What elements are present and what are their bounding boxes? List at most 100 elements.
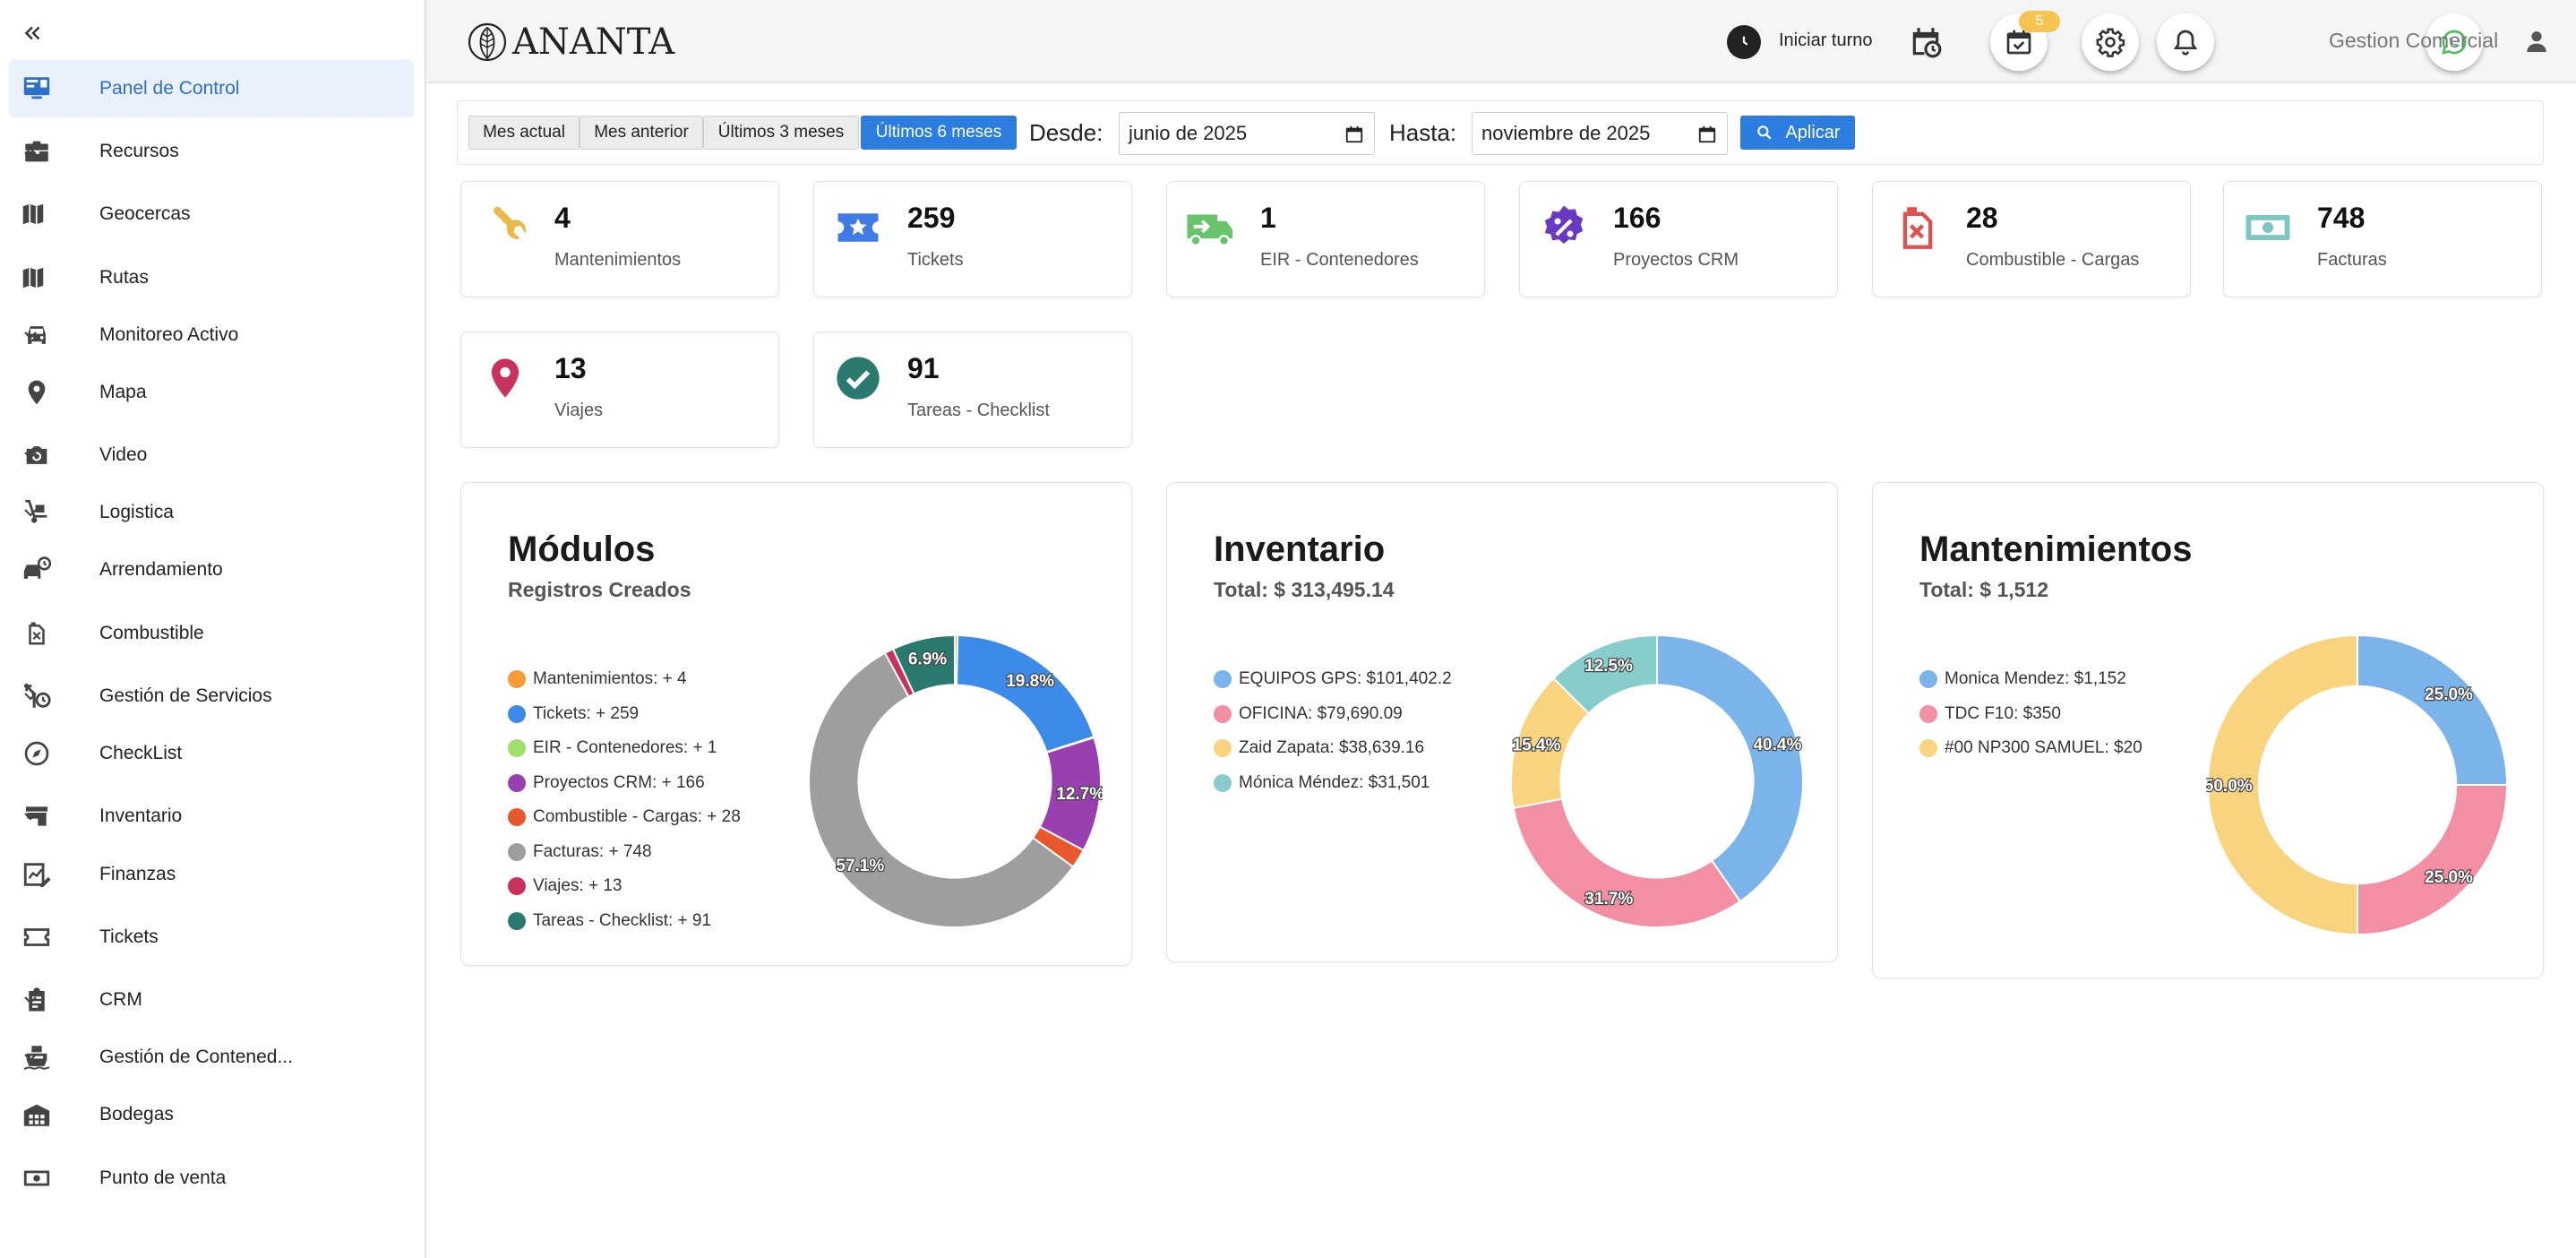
legend-item[interactable]: EIR - Contenedores: + 1 (508, 731, 741, 766)
legend-item[interactable]: TDC F10: $350 (1919, 697, 2142, 732)
start-shift-button[interactable]: Iniciar turno (1779, 30, 1873, 50)
stat-value: 748 (2317, 202, 2366, 234)
slice-percent-label: 19.8% (1006, 672, 1054, 691)
donut-slice[interactable] (891, 633, 956, 695)
sidebar-item-tickets[interactable]: Tickets (9, 909, 414, 966)
calendar-icon[interactable] (1344, 124, 1365, 145)
sidebar-item-gestion-de-contenedores[interactable]: Gestión de Contened... (9, 1029, 414, 1086)
logo[interactable]: ANANTA (468, 20, 674, 65)
truck-icon (1185, 202, 1237, 254)
from-label: Desde: (1029, 119, 1103, 146)
sidebar-item-panel-de-control[interactable]: Panel de Control (9, 60, 414, 117)
legend-item[interactable]: EQUIPOS GPS: $101,402.2 (1214, 662, 1452, 697)
cash-icon (18, 1159, 56, 1197)
filter-last-3-months-button[interactable]: Últimos 3 meses (703, 116, 859, 150)
donut-slice[interactable] (1552, 633, 1658, 715)
legend-item[interactable]: #00 NP300 SAMUEL: $20 (1919, 731, 2142, 766)
legend-item[interactable]: Viajes: + 13 (508, 869, 741, 904)
sidebar-item-crm[interactable]: CRM (9, 971, 414, 1029)
stat-card-viajes[interactable]: 13 Viajes (460, 332, 779, 448)
sidebar-item-video[interactable]: Video (9, 427, 414, 484)
donut-slice[interactable] (808, 651, 1075, 928)
stat-label: Proyectos CRM (1613, 250, 1739, 270)
sidebar-item-geocercas[interactable]: Geocercas (9, 185, 414, 243)
legend-label: Tickets: + 259 (533, 703, 640, 723)
sidebar-item-logistica[interactable]: Logistica (9, 484, 414, 541)
monitor-icon (18, 70, 56, 108)
stat-label: Tickets (907, 250, 964, 270)
sidebar-item-label: Monitoreo Activo (99, 324, 239, 345)
sidebar-item-combustible[interactable]: Combustible (9, 605, 414, 662)
stat-card-mantenimientos[interactable]: 4 Mantenimientos (460, 181, 779, 297)
legend-item[interactable]: Zaid Zapata: $38,639.16 (1214, 731, 1452, 766)
donut-slice[interactable] (1656, 633, 1804, 903)
sidebar-item-bodegas[interactable]: Bodegas (9, 1086, 414, 1143)
settings-button[interactable] (2082, 13, 2139, 71)
chart-subtitle: Total: $ 313,495.14 (1214, 578, 1395, 601)
whatsapp-button[interactable] (2426, 13, 2483, 71)
sidebar-item-label: CRM (99, 989, 142, 1010)
collapse-sidebar-icon[interactable] (20, 20, 47, 47)
filter-previous-month-button[interactable]: Mes anterior (580, 116, 703, 150)
from-date-value: junio de 2025 (1129, 122, 1248, 144)
sidebar-item-mapa[interactable]: Mapa (9, 364, 414, 421)
stat-value: 259 (907, 202, 956, 234)
slice-percent-label: 25.0% (2425, 685, 2473, 704)
mantenimientos-chart-panel: Mantenimientos Total: $ 1,512 Monica Men… (1872, 482, 2544, 978)
filter-current-month-button[interactable]: Mes actual (468, 116, 580, 150)
legend-item[interactable]: Mónica Méndez: $31,501 (1214, 766, 1452, 801)
camera-icon (18, 436, 56, 474)
donut-slice[interactable] (956, 634, 1095, 754)
sidebar-item-gestion-de-servicios[interactable]: Gestión de Servicios (9, 668, 414, 725)
stat-value: 4 (554, 202, 571, 234)
user-name[interactable]: Gestion Comercial (2329, 29, 2499, 52)
legend-swatch (508, 842, 526, 861)
clock-icon[interactable] (1727, 25, 1761, 59)
calendar-clock-icon[interactable] (1906, 22, 1945, 62)
sidebar-item-finanzas[interactable]: Finanzas (9, 846, 414, 903)
legend-item[interactable]: Monica Mendez: $1,152 (1919, 662, 2142, 697)
apply-button[interactable]: Aplicar (1740, 116, 1855, 150)
modulos-donut-chart: 19.8% 12.7% 57.1% 6.9% (808, 633, 1103, 928)
donut-slice[interactable] (1512, 797, 1742, 928)
stat-card-combustible-cargas[interactable]: 28 Combustible - Cargas (1872, 181, 2191, 297)
legend-label: #00 NP300 SAMUEL: $20 (1945, 738, 2142, 758)
stat-card-proyectos-crm[interactable]: 166 Proyectos CRM (1519, 181, 1838, 297)
slice-percent-label: 50.0% (2206, 777, 2253, 796)
legend-label: OFICINA: $79,690.09 (1239, 703, 1403, 723)
briefcase-icon (18, 133, 56, 170)
legend-item[interactable]: Facturas: + 748 (508, 835, 741, 870)
sidebar-item-checklist[interactable]: CheckList (9, 725, 414, 782)
legend-item[interactable]: Combustible - Cargas: + 28 (508, 800, 741, 835)
calendar-icon[interactable] (1696, 124, 1718, 145)
notifications-button[interactable] (2157, 13, 2214, 71)
sidebar-item-punto-de-venta[interactable]: Punto de venta (9, 1150, 414, 1207)
donut-slice[interactable] (2357, 633, 2509, 786)
legend-item[interactable]: Mantenimientos: + 4 (508, 662, 741, 697)
sidebar-item-recursos[interactable]: Recursos (9, 123, 414, 180)
legend-swatch (1214, 773, 1232, 792)
sidebar-item-inventario[interactable]: Inventario (9, 788, 414, 845)
stat-label: Facturas (2317, 250, 2387, 270)
sidebar-item-rutas[interactable]: Rutas (9, 249, 414, 306)
sidebar-item-monitoreo-activo[interactable]: Monitoreo Activo (9, 306, 414, 364)
stat-card-tickets[interactable]: 259 Tickets (813, 181, 1132, 297)
to-date-input[interactable]: noviembre de 2025 (1472, 112, 1728, 155)
legend-item[interactable]: Proyectos CRM: + 166 (508, 766, 741, 801)
from-date-input[interactable]: junio de 2025 (1119, 112, 1375, 155)
donut-slice[interactable] (2207, 633, 2358, 936)
donut-slice[interactable] (2357, 784, 2509, 936)
calendar-check-icon (2005, 28, 2033, 56)
stat-card-facturas[interactable]: 748 Facturas (2223, 181, 2542, 297)
inventario-chart-panel: Inventario Total: $ 313,495.14 EQUIPOS G… (1166, 482, 1838, 962)
legend-item[interactable]: OFICINA: $79,690.09 (1214, 697, 1452, 732)
legend-label: EQUIPOS GPS: $101,402.2 (1239, 669, 1452, 689)
legend-item[interactable]: Tareas - Checklist: + 91 (508, 904, 741, 939)
sidebar-item-arrendamiento[interactable]: Arrendamiento (9, 541, 414, 599)
user-icon[interactable] (2520, 25, 2553, 57)
stat-card-tareas-checklist[interactable]: 91 Tareas - Checklist (813, 332, 1132, 448)
legend-item[interactable]: Tickets: + 259 (508, 697, 741, 732)
stat-card-eir-contenedores[interactable]: 1 EIR - Contenedores (1166, 181, 1485, 297)
stat-label: EIR - Contenedores (1260, 250, 1419, 270)
filter-last-6-months-button[interactable]: Últimos 6 meses (861, 116, 1017, 150)
